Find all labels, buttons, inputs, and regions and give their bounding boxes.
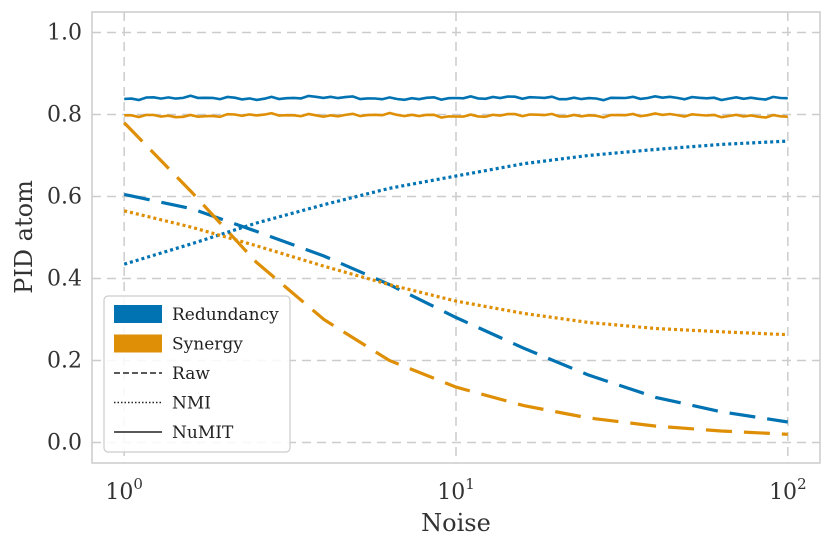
redundancy-raw-line bbox=[123, 192, 789, 424]
x-tick-label: 101 bbox=[437, 475, 475, 505]
x-axis-label: Noise bbox=[421, 509, 491, 537]
x-tick-exponent: 0 bbox=[133, 475, 143, 493]
x-tick-labels: 100 101 102 bbox=[105, 475, 806, 505]
y-tick-labels: 0.0 0.2 0.4 0.6 0.8 1.0 bbox=[47, 21, 82, 456]
data-series bbox=[123, 94, 789, 436]
x-tick-base: 10 bbox=[105, 480, 133, 505]
x-tick-exponent: 2 bbox=[797, 475, 807, 493]
y-tick-label: 0.2 bbox=[47, 349, 82, 374]
legend-label: Raw bbox=[172, 364, 210, 384]
synergy-nmi-line bbox=[123, 209, 788, 337]
x-tick-base: 10 bbox=[769, 480, 797, 505]
legend-swatch-redundancy bbox=[114, 305, 162, 323]
legend-label: Synergy bbox=[172, 335, 243, 355]
y-tick-label: 1.0 bbox=[47, 21, 82, 46]
y-axis-label: PID atom bbox=[10, 180, 38, 294]
x-tick-label: 100 bbox=[105, 475, 143, 505]
legend-label: Redundancy bbox=[172, 305, 279, 325]
x-tick-exponent: 1 bbox=[465, 475, 475, 493]
legend-label: NuMIT bbox=[172, 423, 234, 443]
y-tick-label: 0.4 bbox=[47, 267, 82, 292]
y-tick-label: 0.0 bbox=[47, 431, 82, 456]
redundancy-nmi-line bbox=[123, 139, 788, 266]
y-tick-label: 0.6 bbox=[47, 185, 82, 210]
x-tick-label: 102 bbox=[769, 475, 807, 505]
synergy-numit-line bbox=[124, 111, 788, 119]
legend-swatch-synergy bbox=[114, 334, 162, 353]
x-tick-base: 10 bbox=[437, 480, 465, 505]
redundancy-numit-line bbox=[124, 94, 788, 102]
legend: Redundancy Synergy Raw NMI NuMIT bbox=[103, 295, 291, 453]
y-tick-label: 0.8 bbox=[47, 103, 82, 128]
legend-label: NMI bbox=[172, 394, 211, 414]
